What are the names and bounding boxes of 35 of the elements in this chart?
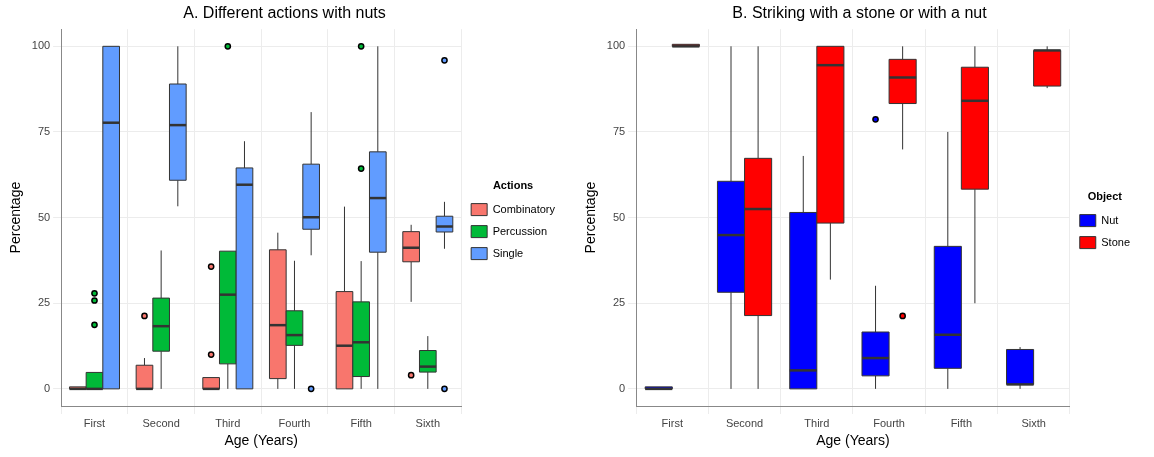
x-tick-label: First — [661, 416, 683, 429]
legend-label: Percussion — [492, 224, 548, 237]
x-axis-title: Age (Years) — [224, 432, 298, 449]
y-tick-label: 0 — [619, 381, 626, 394]
legend-label: Stone — [1101, 235, 1130, 248]
legend-label: Single — [492, 246, 524, 259]
y-tick-label: 25 — [612, 296, 626, 309]
x-tick-label: Fourth — [278, 416, 311, 429]
legend-title: Object — [1087, 189, 1123, 202]
x-tick-label: Fifth — [350, 416, 372, 429]
legend-label: Nut — [1101, 213, 1119, 226]
y-tick-label: 100 — [606, 39, 626, 52]
y-tick-label: 100 — [31, 39, 51, 52]
x-tick-label: Second — [725, 416, 764, 429]
y-tick-label: 50 — [37, 210, 51, 223]
x-tick-label: Fourth — [873, 416, 905, 429]
x-tick-label: Third — [804, 416, 830, 429]
x-tick-label: Third — [215, 416, 241, 429]
y-tick-label: 75 — [612, 124, 626, 137]
x-tick-label: Sixth — [415, 416, 441, 429]
chart-title: A. Different actions with nuts — [183, 4, 386, 22]
y-axis-title: Percentage — [582, 181, 599, 254]
legend-title: Actions — [492, 178, 534, 191]
x-tick-label: Second — [142, 416, 180, 429]
y-tick-label: 25 — [37, 296, 51, 309]
y-tick-label: 75 — [37, 124, 51, 137]
x-tick-label: First — [83, 416, 106, 429]
y-tick-label: 50 — [612, 210, 626, 223]
x-tick-label: Sixth — [1021, 416, 1046, 429]
legend-label: Combinatory — [492, 202, 556, 215]
x-axis-title: Age (Years) — [816, 432, 890, 449]
y-axis-title: Percentage — [7, 181, 24, 254]
chart-title: B. Striking with a stone or with a nut — [732, 4, 988, 22]
x-tick-label: Fifth — [950, 416, 973, 429]
y-tick-label: 0 — [44, 381, 51, 394]
